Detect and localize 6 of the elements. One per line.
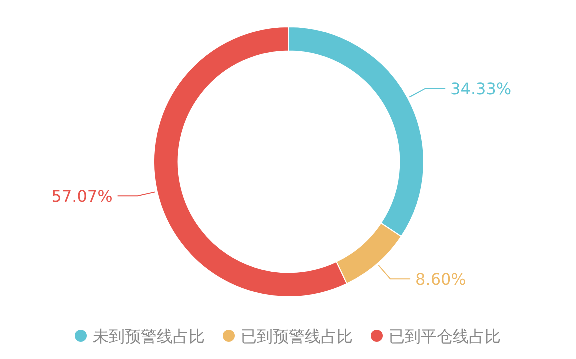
data-label: 34.33% bbox=[450, 80, 512, 99]
data-label: 57.07% bbox=[52, 187, 113, 206]
legend-label: 已到平仓线占比 bbox=[389, 327, 501, 346]
legend-label: 已到预警线占比 bbox=[241, 327, 353, 346]
legend-label: 未到预警线占比 bbox=[93, 327, 205, 346]
data-label: 8.60% bbox=[416, 270, 466, 290]
